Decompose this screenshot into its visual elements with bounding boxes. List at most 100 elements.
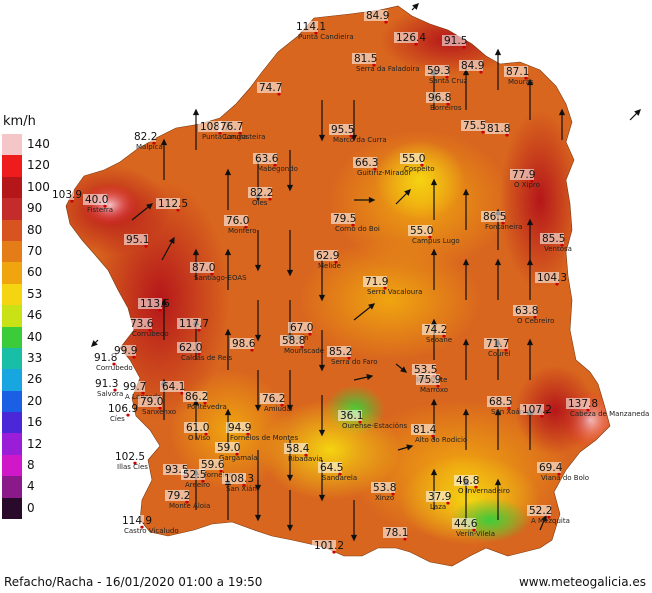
footer-website-link[interactable]: www.meteogalicia.es <box>518 575 646 589</box>
station-dot <box>338 472 342 476</box>
station-marker[interactable]: 78.1 <box>383 527 408 541</box>
station-value-background <box>481 211 505 222</box>
station-gust-value: 79.2 <box>167 490 190 502</box>
station-marker[interactable]: 81.8 <box>485 123 510 137</box>
station-marker[interactable]: 104.3 <box>535 272 567 286</box>
station-marker[interactable]: 91.5 <box>442 35 467 49</box>
station-marker[interactable]: 107.2 <box>520 404 552 418</box>
station-dot <box>347 356 351 360</box>
station-marker[interactable]: 117.7 <box>177 318 209 332</box>
station-name: Verín-Vilela <box>456 530 495 538</box>
station-dot <box>268 197 272 201</box>
legend-swatch <box>2 476 22 498</box>
station-value-background <box>452 518 476 529</box>
station-name: Marroxo <box>420 386 448 394</box>
station-marker[interactable]: 103.9 <box>50 189 82 203</box>
station-marker[interactable]: 112.5 <box>156 198 188 212</box>
wind-arrow-head <box>318 494 326 502</box>
station-marker[interactable]: 126.4 <box>394 32 426 46</box>
station-marker[interactable]: 61.0O Viso <box>184 422 210 442</box>
legend-swatch <box>2 198 22 220</box>
station-marker[interactable]: 95.1 <box>124 234 149 248</box>
station-marker[interactable]: 74.7 <box>257 82 282 96</box>
station-marker[interactable]: 84.9 <box>459 60 484 74</box>
station-name: Viana do Bolo <box>541 474 589 482</box>
station-marker[interactable]: 113.5 <box>138 298 170 312</box>
station-marker[interactable]: 46.8O Invernadeiro <box>454 475 510 495</box>
station-marker[interactable]: 101.2 <box>312 540 344 554</box>
station-value-background <box>218 121 242 132</box>
station-dot <box>185 500 189 504</box>
legend-label: 46 <box>27 308 43 323</box>
station-name: Serra Vacaloura <box>367 288 422 296</box>
station-marker[interactable]: 77.9O Xipro <box>510 169 540 189</box>
station-marker[interactable]: 98.6 <box>230 338 256 352</box>
station-name: Xinzo <box>375 494 394 502</box>
station-marker[interactable]: 99.9 <box>112 345 137 359</box>
station-marker[interactable]: 52.2A Mezquita <box>527 505 570 525</box>
station-marker[interactable]: 75.5 <box>461 120 486 134</box>
station-gust-value: 102.5 <box>115 451 145 463</box>
station-marker[interactable]: 84.9 <box>364 10 389 24</box>
station-gust-value: 76.7 <box>220 121 243 133</box>
legend-swatch <box>2 134 22 156</box>
wind-arrow-head <box>368 303 376 310</box>
station-dot <box>141 391 145 395</box>
station-name: Gargamala <box>219 454 258 462</box>
station-marker[interactable]: 63.8O Cebreiro <box>513 305 554 325</box>
station-marker[interactable]: 64.1 <box>160 381 185 395</box>
